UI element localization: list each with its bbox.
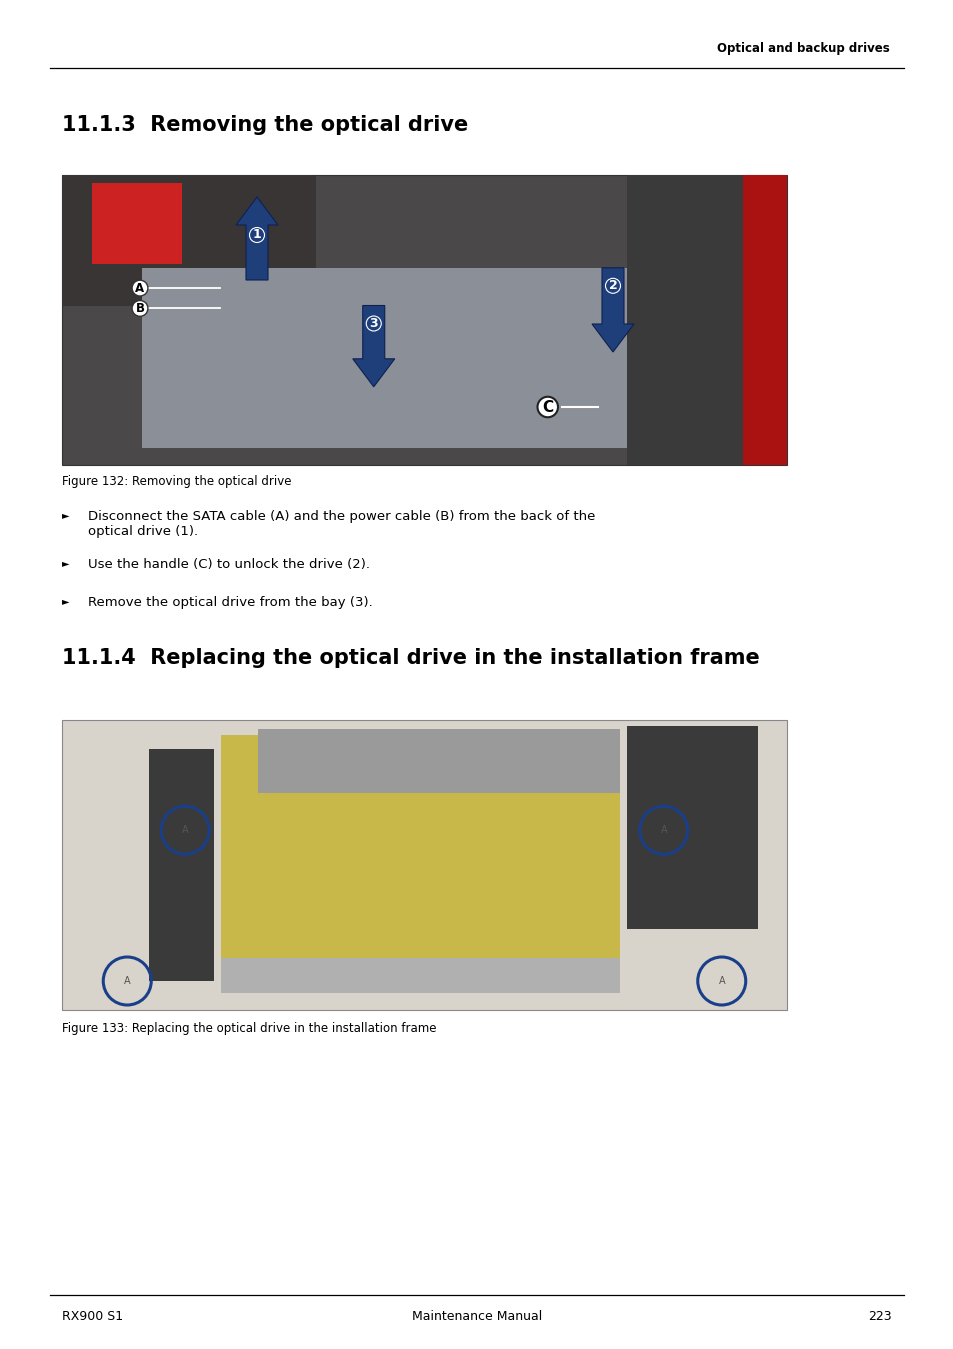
- Bar: [627, 726, 758, 929]
- Bar: [742, 175, 786, 465]
- Text: Maintenance Manual: Maintenance Manual: [412, 1310, 541, 1323]
- Text: A: A: [659, 826, 666, 835]
- Text: B: B: [135, 302, 144, 314]
- Text: ►: ►: [62, 596, 70, 606]
- Text: A: A: [718, 975, 724, 986]
- Text: A: A: [135, 282, 145, 294]
- Bar: [221, 958, 619, 993]
- Text: A: A: [182, 826, 189, 835]
- Text: 11.1.4  Replacing the optical drive in the installation frame: 11.1.4 Replacing the optical drive in th…: [62, 648, 759, 668]
- Text: Remove the optical drive from the bay (3).: Remove the optical drive from the bay (3…: [88, 596, 373, 608]
- Bar: [91, 183, 182, 264]
- Text: 3: 3: [369, 317, 377, 331]
- FancyArrow shape: [235, 197, 277, 281]
- Text: Use the handle (C) to unlock the drive (2).: Use the handle (C) to unlock the drive (…: [88, 558, 370, 571]
- Text: C: C: [541, 399, 553, 414]
- Bar: [149, 749, 214, 981]
- Text: Figure 132: Removing the optical drive: Figure 132: Removing the optical drive: [62, 475, 292, 488]
- Text: 11.1.3  Removing the optical drive: 11.1.3 Removing the optical drive: [62, 115, 468, 135]
- Text: ►: ►: [62, 510, 70, 519]
- Text: Figure 133: Replacing the optical drive in the installation frame: Figure 133: Replacing the optical drive …: [62, 1023, 436, 1035]
- Text: Disconnect the SATA cable (A) and the power cable (B) from the back of the
optic: Disconnect the SATA cable (A) and the po…: [88, 510, 595, 538]
- Bar: [62, 175, 786, 465]
- Text: RX900 S1: RX900 S1: [62, 1310, 123, 1323]
- Bar: [62, 175, 315, 305]
- Text: 223: 223: [867, 1310, 891, 1323]
- Text: A: A: [124, 975, 131, 986]
- Bar: [627, 175, 786, 465]
- Bar: [221, 734, 619, 960]
- Bar: [142, 268, 663, 448]
- Bar: [257, 728, 619, 792]
- Text: 1: 1: [253, 228, 261, 241]
- Bar: [62, 720, 786, 1010]
- Text: ►: ►: [62, 558, 70, 568]
- FancyArrow shape: [353, 305, 395, 387]
- FancyArrow shape: [592, 268, 634, 352]
- Text: Optical and backup drives: Optical and backup drives: [717, 42, 889, 55]
- Text: 2: 2: [608, 279, 617, 293]
